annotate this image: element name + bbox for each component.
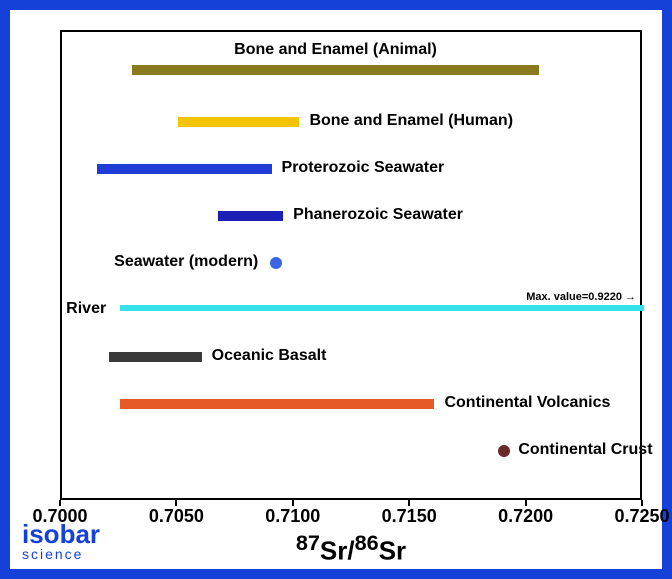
proterozoic-seawater-bar xyxy=(97,164,272,174)
x-tick-5: 0.7250 xyxy=(614,506,669,527)
x-tickmark-1 xyxy=(175,500,177,506)
logo-text-main: isobar xyxy=(22,519,100,549)
x-tickmark-4 xyxy=(525,500,527,506)
x-tickmark-2 xyxy=(292,500,294,506)
oceanic-basalt-bar xyxy=(109,352,202,362)
phanerozoic-seawater-bar xyxy=(218,211,283,221)
continental-crust-label: Continental Crust xyxy=(518,441,652,459)
bone-enamel-human-bar xyxy=(178,117,299,127)
x-axis-title: 87Sr/86Sr xyxy=(60,530,642,567)
x-tick-1: 0.7050 xyxy=(149,506,204,527)
x-tick-3: 0.7150 xyxy=(382,506,437,527)
continental-crust-point xyxy=(498,445,510,457)
oceanic-basalt-label: Oceanic Basalt xyxy=(212,347,327,365)
river-annotation: Max. value=0.9220 → xyxy=(526,291,636,303)
bone-enamel-animal-bar xyxy=(132,65,539,75)
continental-volcanics-bar xyxy=(120,399,434,409)
phanerozoic-seawater-label: Phanerozoic Seawater xyxy=(293,206,463,224)
seawater-modern-label: Seawater (modern) xyxy=(114,253,258,271)
isobar-logo: isobar science xyxy=(22,521,100,561)
chart-panel: Bone and Enamel (Animal) Bone and Enamel … xyxy=(60,30,642,500)
river-bar xyxy=(120,305,644,311)
seawater-modern-point xyxy=(270,257,282,269)
x-tick-2: 0.7100 xyxy=(265,506,320,527)
outer-frame: Bone and Enamel (Animal) Bone and Enamel … xyxy=(0,0,672,579)
x-tickmark-3 xyxy=(408,500,410,506)
continental-volcanics-label: Continental Volcanics xyxy=(444,394,610,412)
river-label: River xyxy=(66,300,106,318)
x-tickmark-5 xyxy=(641,500,643,506)
bone-enamel-human-label: Bone and Enamel (Human) xyxy=(309,112,513,130)
x-tick-4: 0.7200 xyxy=(498,506,553,527)
bone-enamel-animal-label: Bone and Enamel (Animal) xyxy=(234,41,437,59)
x-tickmark-0 xyxy=(59,500,61,506)
proterozoic-seawater-label: Proterozoic Seawater xyxy=(282,159,445,177)
logo-text-sub: science xyxy=(22,547,100,561)
plot-area: Bone and Enamel (Animal) Bone and Enamel … xyxy=(62,32,640,498)
